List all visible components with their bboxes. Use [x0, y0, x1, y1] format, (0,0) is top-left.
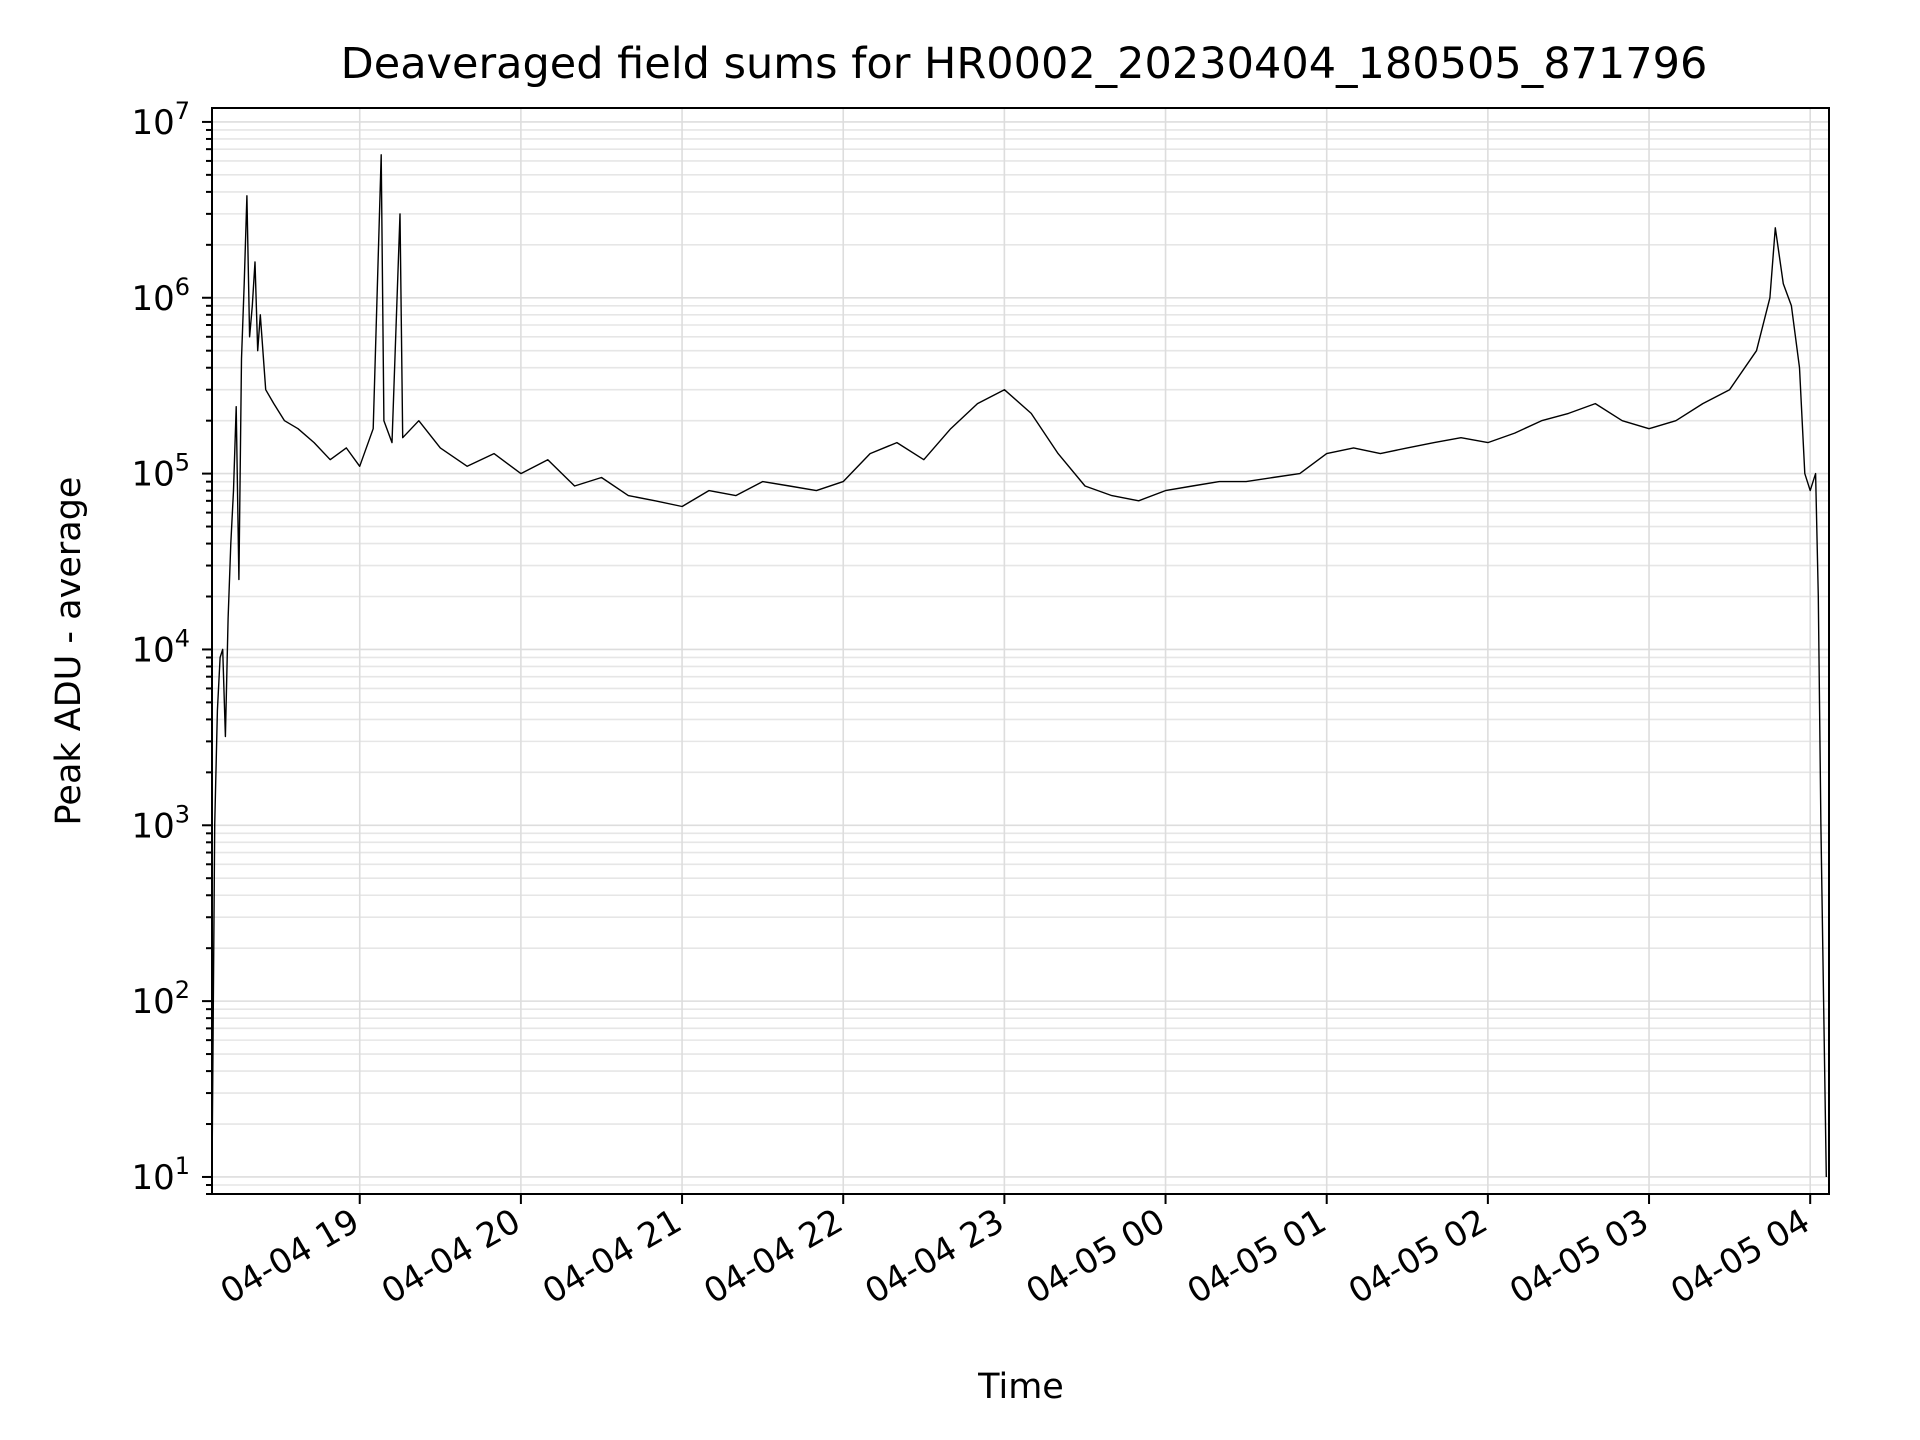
- series-line: [211, 154, 1827, 1178]
- y-tick-label: 106: [131, 273, 190, 319]
- y-tick-label: 104: [131, 624, 190, 670]
- y-tick-label: 103: [131, 800, 190, 846]
- x-tick-label: 04-04 21: [536, 1201, 688, 1312]
- x-tick-label: 04-04 22: [697, 1201, 849, 1312]
- x-tick-label: 04-05 00: [1020, 1201, 1172, 1312]
- y-axis-title: Peak ADU - average: [49, 477, 89, 826]
- grid-layer: [212, 108, 1829, 1195]
- y-tick-label: 102: [131, 976, 190, 1022]
- y-tick-label: 105: [131, 449, 190, 495]
- x-tick-label: 04-04 19: [214, 1201, 366, 1312]
- x-tick-label: 04-05 01: [1181, 1201, 1333, 1312]
- x-tick-label: 04-05 04: [1664, 1201, 1816, 1312]
- x-tick-label: 04-04 23: [858, 1201, 1010, 1312]
- chart-title: Deaveraged field sums for HR0002_2023040…: [341, 39, 1708, 89]
- y-tick-label: 107: [131, 97, 190, 143]
- x-tick-label: 04-04 20: [375, 1201, 527, 1312]
- x-tick-label: 04-05 03: [1503, 1201, 1655, 1312]
- x-axis-title: Time: [977, 1367, 1064, 1407]
- plot-frame: [211, 107, 1830, 1195]
- y-tick-label: 101: [131, 1152, 190, 1198]
- x-tick-label: 04-05 02: [1342, 1201, 1494, 1312]
- series-layer: [211, 154, 1827, 1178]
